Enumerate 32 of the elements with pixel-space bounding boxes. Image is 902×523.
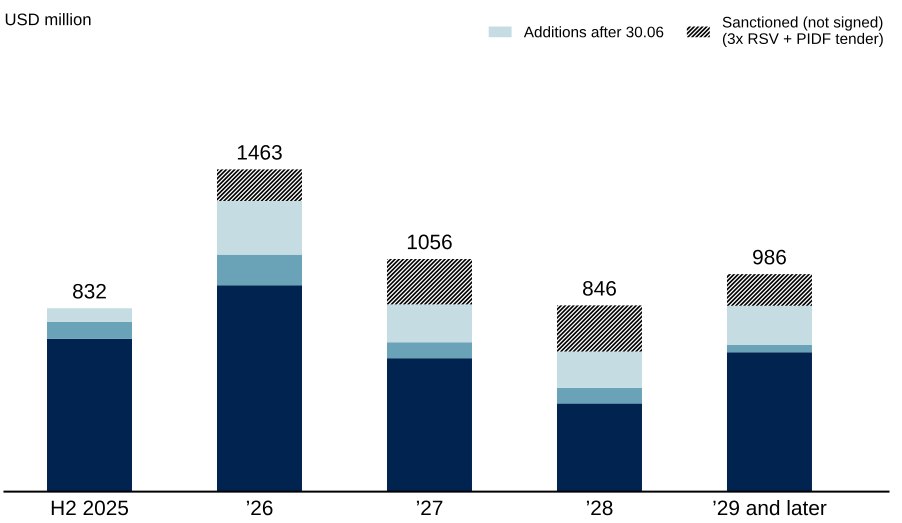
- annotation: 832: [73, 284, 106, 299]
- bar: [556, 305, 642, 352]
- bar: [47, 338, 132, 492]
- bar: [556, 351, 642, 388]
- text: USD million: [6, 13, 90, 26]
- bar: [726, 274, 812, 306]
- bar: [217, 285, 302, 492]
- bar: [726, 352, 812, 492]
- bar: [726, 345, 812, 352]
- bar: [726, 306, 812, 346]
- bar: [47, 308, 132, 322]
- annotation: 986: [753, 250, 786, 264]
- bar: [217, 254, 302, 286]
- annotation: 1056: [408, 234, 452, 250]
- x-tick-label: ’27: [416, 500, 442, 516]
- bar: [217, 200, 302, 255]
- bar: [556, 404, 642, 492]
- annotation: 1463: [238, 144, 282, 160]
- x-tick-label: ’28: [586, 500, 612, 516]
- x-tick-label: ’26: [246, 500, 272, 516]
- x-tick-label: H2 2025: [52, 500, 128, 516]
- x-tick-label: ’29 and later: [713, 500, 826, 516]
- bar: [556, 388, 642, 404]
- legend-label: Sanctioned (not signed) (3x RSV + PIDF tender): [722, 16, 883, 48]
- bar: [386, 304, 472, 342]
- bar: [386, 358, 472, 492]
- bar: [386, 342, 472, 358]
- annotation: 846: [583, 280, 616, 296]
- legend-label: Additions after 30.06: [524, 26, 664, 38]
- bar: [47, 322, 132, 339]
- bar: [217, 169, 302, 201]
- bar: [386, 258, 472, 304]
